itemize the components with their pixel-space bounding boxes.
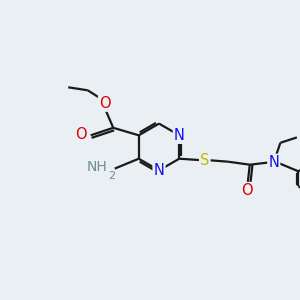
- Text: N: N: [268, 155, 279, 170]
- Text: 2: 2: [108, 171, 115, 181]
- Text: N: N: [154, 163, 164, 178]
- Text: N: N: [174, 128, 185, 143]
- Text: O: O: [99, 96, 111, 111]
- Text: S: S: [200, 153, 209, 168]
- Text: O: O: [242, 183, 253, 198]
- Text: NH: NH: [87, 160, 108, 174]
- Text: O: O: [76, 127, 87, 142]
